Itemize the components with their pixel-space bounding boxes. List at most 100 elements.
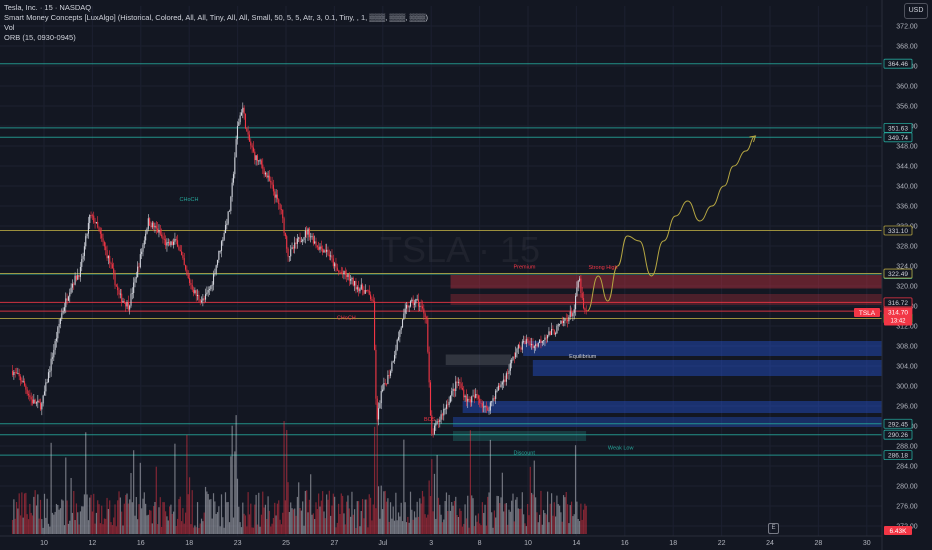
volume-bar (425, 517, 428, 534)
candle-body (396, 339, 398, 350)
candle-body (511, 359, 513, 364)
legend-indicator-vol[interactable]: Vol (4, 23, 15, 32)
volume-bar (421, 490, 424, 534)
volume-bar (61, 499, 63, 534)
candle-body (31, 399, 34, 404)
volume-bar (433, 473, 436, 534)
volume-bar (303, 525, 305, 534)
candle-body (142, 244, 144, 252)
volume-bar (202, 521, 204, 534)
candle-body (37, 400, 39, 403)
legend-indicator-orb[interactable]: ORB (15, 0930-0945) (4, 33, 76, 42)
volume-bar (292, 509, 294, 534)
volume-bar (468, 527, 470, 534)
volume-bar (346, 501, 348, 534)
candle-body (475, 393, 477, 398)
candle-body (195, 290, 197, 297)
candle-body (483, 406, 485, 408)
candle-body (515, 352, 517, 358)
candle-body (82, 255, 84, 260)
volume-bar (348, 508, 350, 534)
candle-body (485, 405, 487, 408)
candle-body (81, 259, 83, 267)
candle-body (63, 307, 65, 311)
candle-body (384, 383, 386, 384)
candle-body (531, 344, 533, 346)
currency-button[interactable]: USD (904, 3, 928, 19)
candle-body (90, 214, 92, 216)
volume-bar (375, 508, 377, 534)
candle-body (46, 382, 48, 384)
volume-bar (85, 432, 87, 534)
date-tick-label: 28 (815, 540, 823, 547)
candle-body (303, 237, 305, 240)
price-tick-label: 284.00 (896, 464, 918, 471)
candle-body (187, 274, 189, 279)
volume-bar (379, 518, 381, 534)
annotation-label: Premium (513, 265, 535, 271)
candle-body (157, 228, 159, 233)
volume-bar (98, 504, 100, 534)
legend-indicator-smc[interactable]: Smart Money Concepts [LuxAlgo] (Historic… (4, 13, 428, 22)
volume-bar (184, 512, 187, 534)
legend-title[interactable]: Tesla, Inc. · 15 · NASDAQ (4, 3, 92, 12)
volume-bar (532, 494, 534, 534)
volume-bar (219, 526, 221, 534)
candle-body (186, 269, 188, 275)
volume-bar (198, 527, 200, 534)
volume-bar (90, 494, 92, 534)
candle-body (392, 361, 394, 363)
volume-bar (455, 496, 457, 534)
candle-body (133, 282, 135, 293)
candle-body (340, 272, 342, 274)
candle-body (290, 249, 292, 257)
volume-bar (315, 502, 317, 534)
candle-body (220, 241, 223, 251)
volume-bar (393, 520, 396, 534)
candle-body (196, 294, 199, 297)
volume-bar (512, 493, 514, 534)
volume-bar (145, 503, 147, 534)
candle-body (427, 319, 429, 352)
earnings-marker[interactable]: E (768, 523, 779, 534)
candle-body (79, 266, 81, 277)
candle-body (455, 381, 457, 391)
candle-body (298, 237, 300, 239)
volume-bar (504, 503, 506, 534)
candle-body (39, 402, 42, 410)
volume-bar (295, 515, 297, 534)
volume-bar (183, 523, 185, 534)
candle-body (259, 160, 261, 162)
volume-bar (125, 494, 127, 534)
candle-body (585, 310, 587, 312)
candle-body (332, 258, 334, 267)
candle-body (147, 218, 149, 229)
candle-body (448, 401, 450, 405)
volume-bar (460, 510, 462, 534)
candle-body (463, 389, 465, 398)
candle-body (119, 293, 121, 295)
candle-body (527, 339, 529, 341)
volume-bar (558, 505, 561, 534)
volume-bar (312, 513, 314, 534)
candle-body (541, 341, 543, 343)
candle-body (389, 371, 392, 376)
volume-bar (71, 512, 74, 534)
candle-body (513, 356, 515, 358)
candle-body (535, 344, 537, 346)
volume-bar (487, 496, 489, 534)
date-tick-label: 14 (573, 540, 581, 547)
candle-body (553, 329, 555, 335)
candle-body (424, 313, 426, 318)
candle-body (216, 259, 219, 266)
candle-body (423, 308, 425, 314)
candle-body (95, 221, 97, 223)
volume-bar (117, 500, 119, 534)
candle-body (501, 382, 503, 385)
candle-body (70, 287, 72, 293)
candle-body (183, 258, 185, 266)
candle-body (93, 215, 95, 223)
candle-body (154, 225, 156, 228)
volume-bar (200, 518, 203, 534)
